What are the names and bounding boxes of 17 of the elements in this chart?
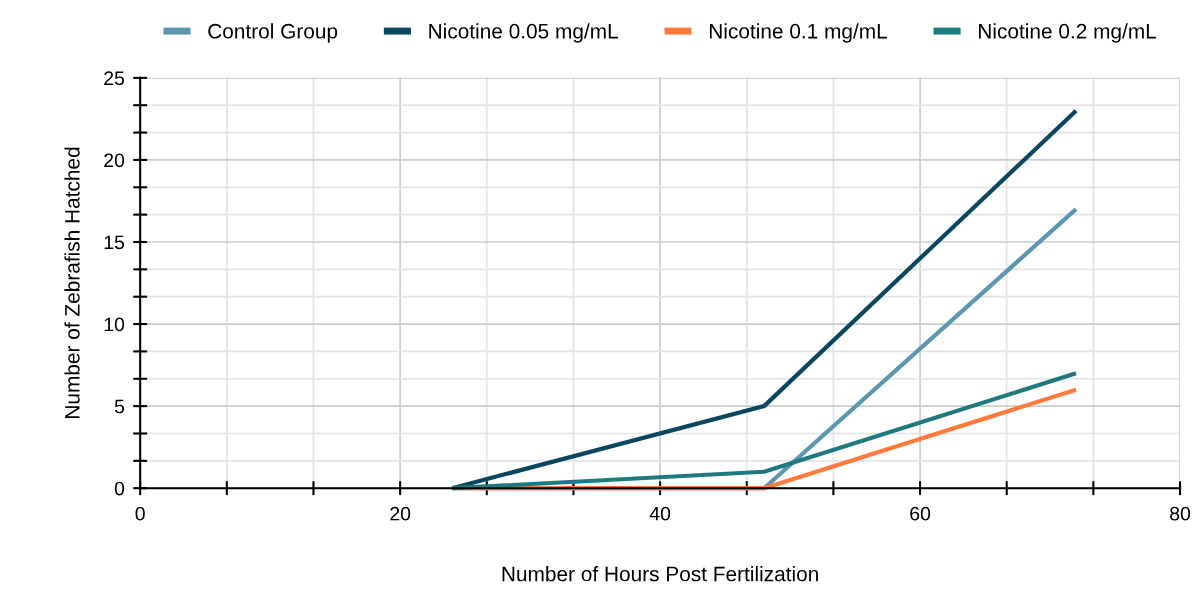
x-axis-title: Number of Hours Post Fertilization xyxy=(502,566,818,582)
y-axis-title: Number of Zebrafish Hatched xyxy=(64,147,80,418)
x-tick-label: 20 xyxy=(390,506,411,521)
y-tick-label: 10 xyxy=(104,317,125,332)
legend-label: Nicotine 0.2 mg/mL xyxy=(979,23,1157,43)
x-tick-label: 0 xyxy=(135,506,145,521)
y-tick-label: 0 xyxy=(114,481,125,496)
x-tick-label: 60 xyxy=(910,506,931,521)
x-tick-label: 40 xyxy=(649,506,671,521)
y-tick-label: 5 xyxy=(114,399,125,414)
legend-label: Nicotine 0.05 mg/mL xyxy=(429,23,618,43)
legend-label: Nicotine 0.1 mg/mL xyxy=(709,23,888,43)
y-tick-label: 25 xyxy=(104,71,125,86)
y-tick-label: 20 xyxy=(104,153,125,168)
x-tick-label: 80 xyxy=(1170,506,1191,521)
y-tick-label: 15 xyxy=(104,235,125,250)
legend-label: Control Group xyxy=(208,23,338,43)
